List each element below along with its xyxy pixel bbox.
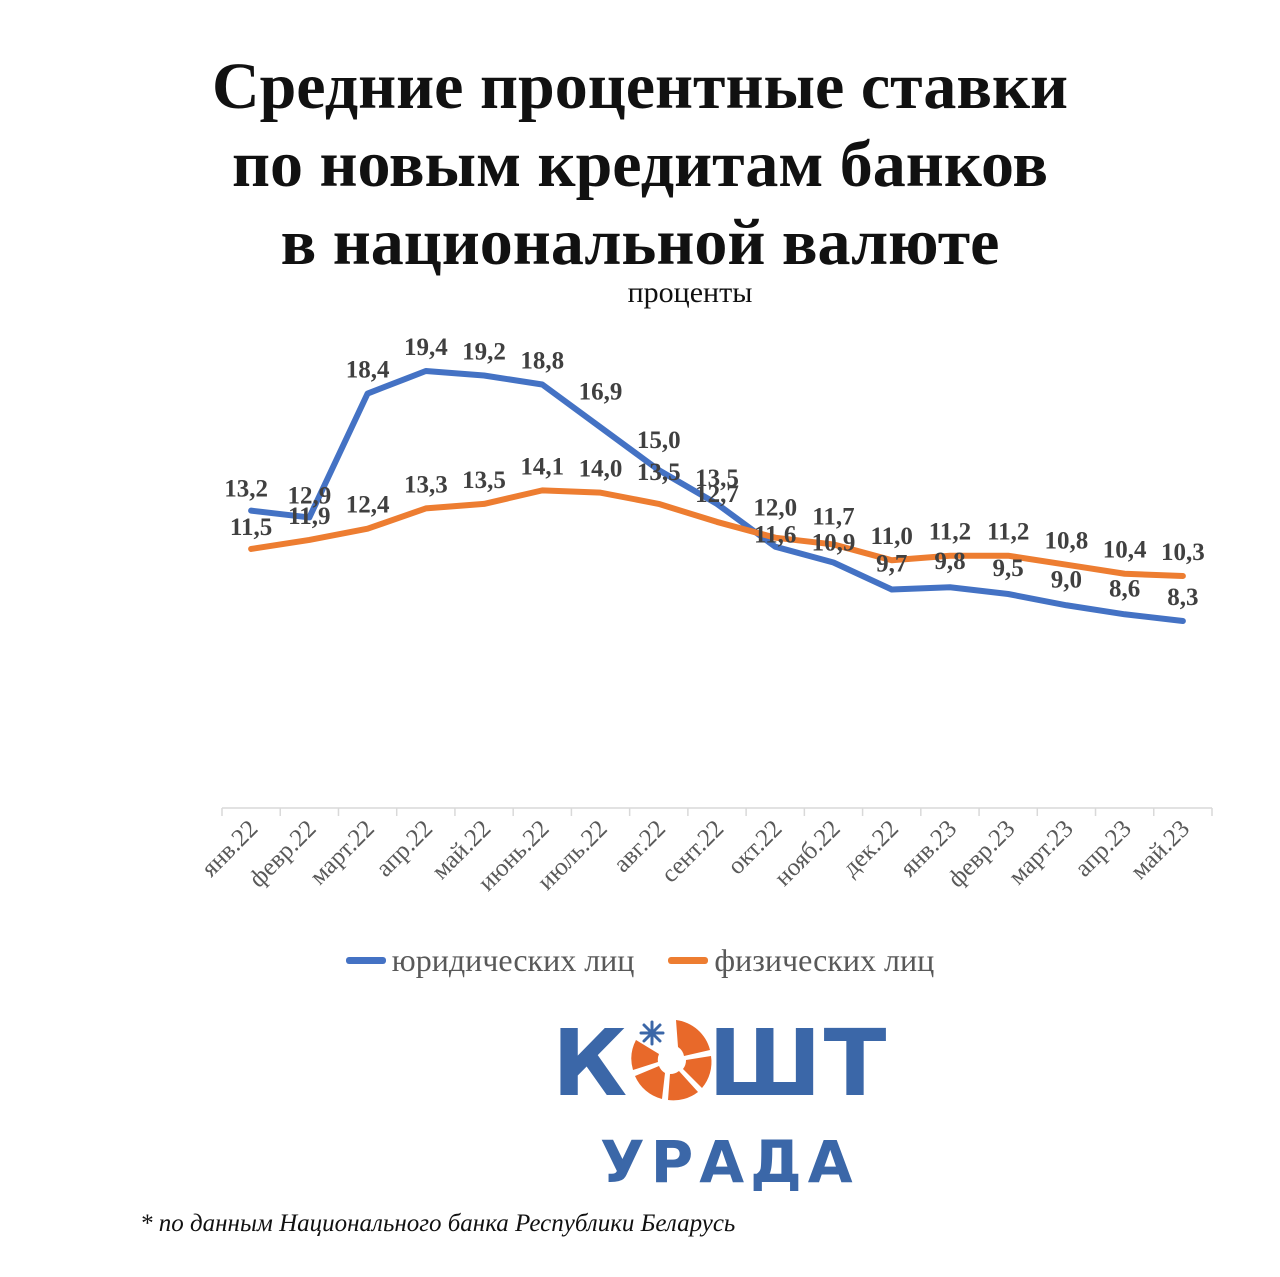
x-tick-label: нояб.22 [769, 815, 845, 891]
data-label-legal: 12,9 [287, 482, 331, 509]
data-label-legal: 8,3 [1167, 584, 1198, 611]
data-label-individual: 13,5 [462, 467, 506, 494]
data-label-individual: 11,2 [929, 519, 971, 546]
title-line-2: по новым кредитам банков [232, 128, 1048, 201]
data-label-legal: 11,6 [754, 522, 796, 549]
data-label-individual: 10,4 [1103, 537, 1147, 564]
data-label-legal: 13,5 [695, 465, 739, 492]
data-label-legal: 18,4 [346, 357, 390, 384]
x-tick-label: март.22 [305, 815, 380, 890]
data-label-legal: 9,5 [993, 555, 1024, 582]
data-label-individual: 11,2 [987, 519, 1029, 546]
title-line-3: в национальной валюте [280, 206, 1000, 279]
logo-letter-k: К [552, 1010, 630, 1117]
legend-item-individual: физических лиц [668, 942, 934, 979]
data-label-legal: 9,7 [876, 551, 907, 578]
chart-title: Средние процентные ставки по новым креди… [0, 48, 1280, 282]
x-tick-label: дек.22 [837, 815, 904, 882]
data-label-individual: 12,7 [695, 481, 739, 508]
legend-label-individual: физических лиц [714, 941, 935, 978]
data-label-legal: 18,8 [520, 348, 564, 375]
data-label-individual: 11,5 [230, 514, 272, 541]
line-chart: янв.22февр.22март.22апр.22май.22июнь.22и… [196, 334, 1213, 897]
logo: К ШТ УРАДА [548, 1010, 886, 1200]
data-label-legal: 9,8 [934, 548, 965, 575]
data-label-legal: 19,2 [462, 339, 506, 366]
chart-subtitle: проценты [627, 276, 753, 309]
source-footnote: * по данным Национального банка Республи… [140, 1210, 736, 1237]
data-label-legal: 15,0 [637, 427, 681, 454]
data-label-individual: 11,7 [812, 503, 854, 530]
data-label-individual: 12,0 [753, 495, 797, 522]
legend-swatch-individual [668, 956, 709, 964]
logo-orange-wheel-icon [631, 1020, 712, 1101]
x-tick-label: май.23 [1126, 815, 1196, 885]
data-label-individual: 14,1 [520, 453, 564, 480]
legend-swatch-legal [345, 956, 386, 964]
data-label-individual: 13,5 [637, 459, 681, 486]
data-label-individual: 11,9 [288, 503, 330, 530]
logo-word-urada: УРАДА [600, 1128, 859, 1196]
title-line-1: Средние процентные ставки [211, 50, 1069, 123]
data-label-individual: 14,0 [579, 456, 623, 483]
data-label-individual: 10,8 [1045, 528, 1089, 555]
x-tick-label: сент.22 [656, 815, 729, 888]
data-label-individual: 12,4 [346, 492, 390, 519]
x-tick-label: апр.23 [1070, 815, 1137, 882]
logo-top-row: К ШТ [548, 1010, 886, 1117]
data-label-legal: 8,6 [1109, 575, 1140, 602]
x-tick-label: март.23 [1004, 815, 1079, 890]
data-label-individual: 11,0 [871, 523, 913, 550]
chart-legend: юридических лиц физических лиц [0, 938, 1280, 982]
legend-item-legal: юридических лиц [345, 941, 635, 979]
data-label-legal: 16,9 [579, 378, 623, 405]
data-label-legal: 19,4 [404, 334, 448, 361]
data-label-individual: 13,3 [404, 471, 448, 498]
series-line-legal [248, 368, 1186, 625]
x-tick-label: апр.22 [371, 815, 438, 882]
data-label-legal: 10,9 [812, 529, 856, 556]
series-line-individual [248, 487, 1186, 579]
data-label-legal: 13,2 [224, 476, 268, 503]
legend-label-legal: юридических лиц [391, 941, 635, 978]
logo-letters-sht: ШТ [708, 1010, 889, 1117]
data-label-individual: 10,3 [1161, 539, 1205, 566]
data-label-legal: 9,0 [1051, 566, 1082, 593]
